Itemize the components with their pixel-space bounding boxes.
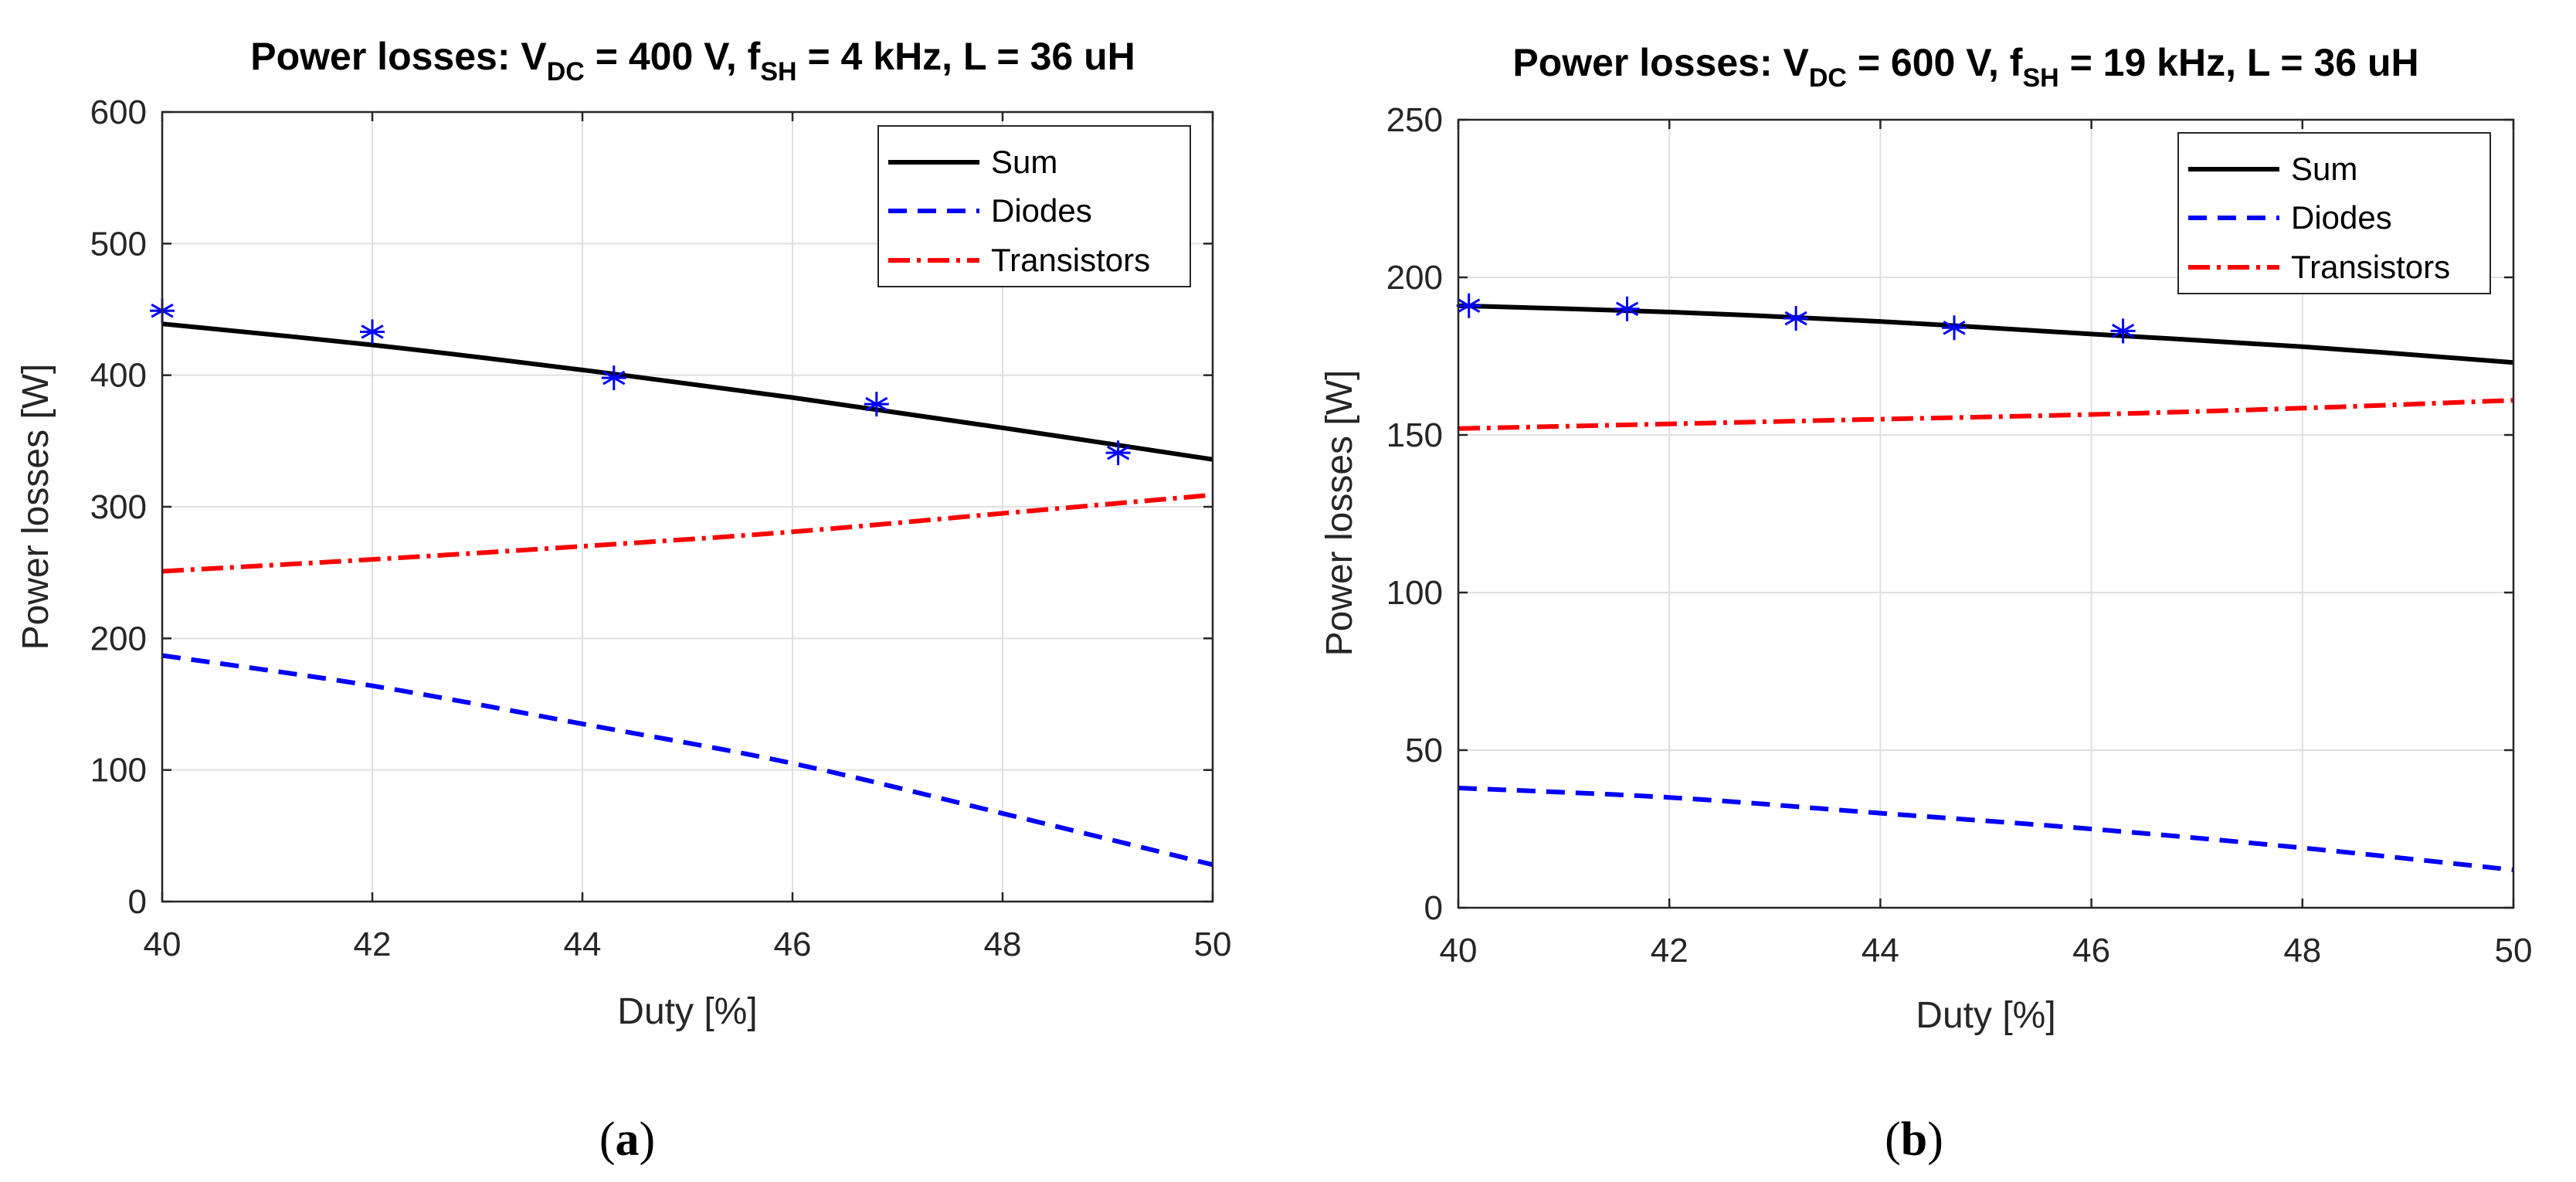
chart-a-ytick-label: 300: [90, 488, 147, 526]
chart-b-legend-transistors-label: Transistors: [2291, 249, 2450, 285]
chart-a-measured-point: [360, 319, 385, 345]
chart-a-ytick-label: 200: [90, 620, 147, 657]
chart-a-measured-point: [1105, 440, 1131, 466]
chart-b-xtick-label: 44: [1862, 932, 1899, 970]
chart-a-title-sub2: SH: [760, 57, 796, 87]
chart-a-series: [150, 298, 1213, 868]
chart-a-title: Power losses: VDC = 400 V, fSH = 4 kHz, …: [250, 35, 1135, 87]
chart-a-xtick-label: 50: [1194, 926, 1232, 963]
chart-a-ytick-label: 100: [90, 752, 147, 790]
chart-b-series-transistors: [1458, 398, 2514, 431]
chart-a-legend-sum-label: Sum: [991, 144, 1057, 180]
chart-b-ticks: 40 42 44 46 48 50 0 50 100 150 200 250: [1386, 101, 2533, 970]
chart-b-xtick-label: 40: [1440, 932, 1478, 970]
chart-b-ytick-label: 100: [1386, 574, 1443, 612]
chart-a-xtick-label: 46: [774, 926, 812, 963]
chart-a-title-mid: = 400 V, f: [585, 35, 761, 78]
chart-b-xtick-label: 48: [2283, 932, 2321, 970]
chart-b-title-sub1: DC: [1809, 63, 1847, 93]
chart-b-xtick-label: 50: [2495, 932, 2533, 970]
chart-b-title-sub2: SH: [2022, 63, 2058, 93]
chart-b-series: [1456, 293, 2514, 872]
chart-a-xtick-label: 42: [354, 926, 392, 963]
chart-b-measured-point: [1942, 315, 1967, 341]
chart-b-measured-point: [1614, 296, 1640, 321]
chart-a-legend-diodes-label: Diodes: [991, 192, 1092, 229]
chart-b-title: Power losses: VDC = 600 V, fSH = 19 kHz,…: [1512, 41, 2418, 93]
chart-a-ytick-label: 0: [128, 883, 147, 921]
chart-a-series-transistors: [161, 492, 1213, 574]
chart-a-series-sum: [161, 321, 1213, 462]
chart-b-ytick-label: 0: [1424, 889, 1443, 927]
chart-a-title-main: Power losses: V: [250, 35, 547, 78]
chart-b-ylabel: Power losses [W]: [1319, 370, 1360, 657]
chart-a-legend: Sum Diodes Transistors: [877, 125, 1191, 287]
chart-a-xtick-label: 44: [564, 926, 602, 963]
chart-b-legend-diodes-label: Diodes: [2291, 199, 2392, 236]
chart-b-ytick-label: 150: [1386, 416, 1443, 454]
chart-a-legend-transistors-label: Transistors: [991, 242, 1150, 278]
chart-b-xtick-label: 46: [2072, 932, 2110, 970]
chart-b-legend-sum-label: Sum: [2291, 151, 2357, 187]
chart-b-axes-frame: [1457, 118, 2515, 909]
chart-a-title-sub1: DC: [547, 57, 585, 87]
chart-a-xtick-label: 40: [144, 926, 182, 963]
chart-b-ytick-label: 200: [1386, 259, 1443, 297]
caption-a: (a): [599, 1113, 655, 1166]
chart-b-xlabel: Duty [%]: [1916, 995, 2055, 1036]
chart-panel-b: Power losses: VDC = 600 V, fSH = 19 kHz,…: [1319, 41, 2532, 1166]
chart-a-xtick-label: 48: [984, 926, 1022, 963]
chart-b-ytick-label: 50: [1405, 732, 1443, 769]
chart-b-measured-point: [1784, 306, 1809, 331]
chart-a-ytick-label: 600: [90, 93, 147, 131]
chart-a-measured-point: [864, 392, 889, 417]
chart-b-ytick-label: 250: [1386, 101, 1443, 139]
chart-b-xtick-label: 42: [1651, 932, 1688, 970]
chart-a-ytick-label: 400: [90, 357, 147, 395]
chart-panel-a: Power losses: VDC = 400 V, fSH = 4 kHz, …: [15, 35, 1231, 1166]
caption-b: (b): [1885, 1113, 1943, 1166]
chart-a-title-end: = 4 kHz, L = 36 uH: [797, 35, 1135, 78]
chart-b-measured-point: [1456, 293, 1481, 318]
chart-a-series-diodes: [161, 653, 1213, 868]
chart-b-series-diodes: [1458, 786, 2514, 872]
chart-a-xlabel: Duty [%]: [617, 991, 757, 1032]
chart-b-legend: Sum Diodes Transistors: [2177, 132, 2491, 294]
chart-b-title-main: Power losses: V: [1512, 41, 1809, 84]
chart-b-title-end: = 19 kHz, L = 36 uH: [2059, 41, 2419, 84]
chart-b-series-sum: [1458, 303, 2514, 365]
chart-b-title-mid: = 600 V, f: [1847, 41, 2023, 84]
chart-b-measured-point: [2110, 318, 2136, 344]
chart-a-ytick-label: 500: [90, 225, 147, 263]
chart-a-measured-point: [601, 365, 626, 391]
chart-a-ylabel: Power losses [W]: [15, 364, 56, 650]
